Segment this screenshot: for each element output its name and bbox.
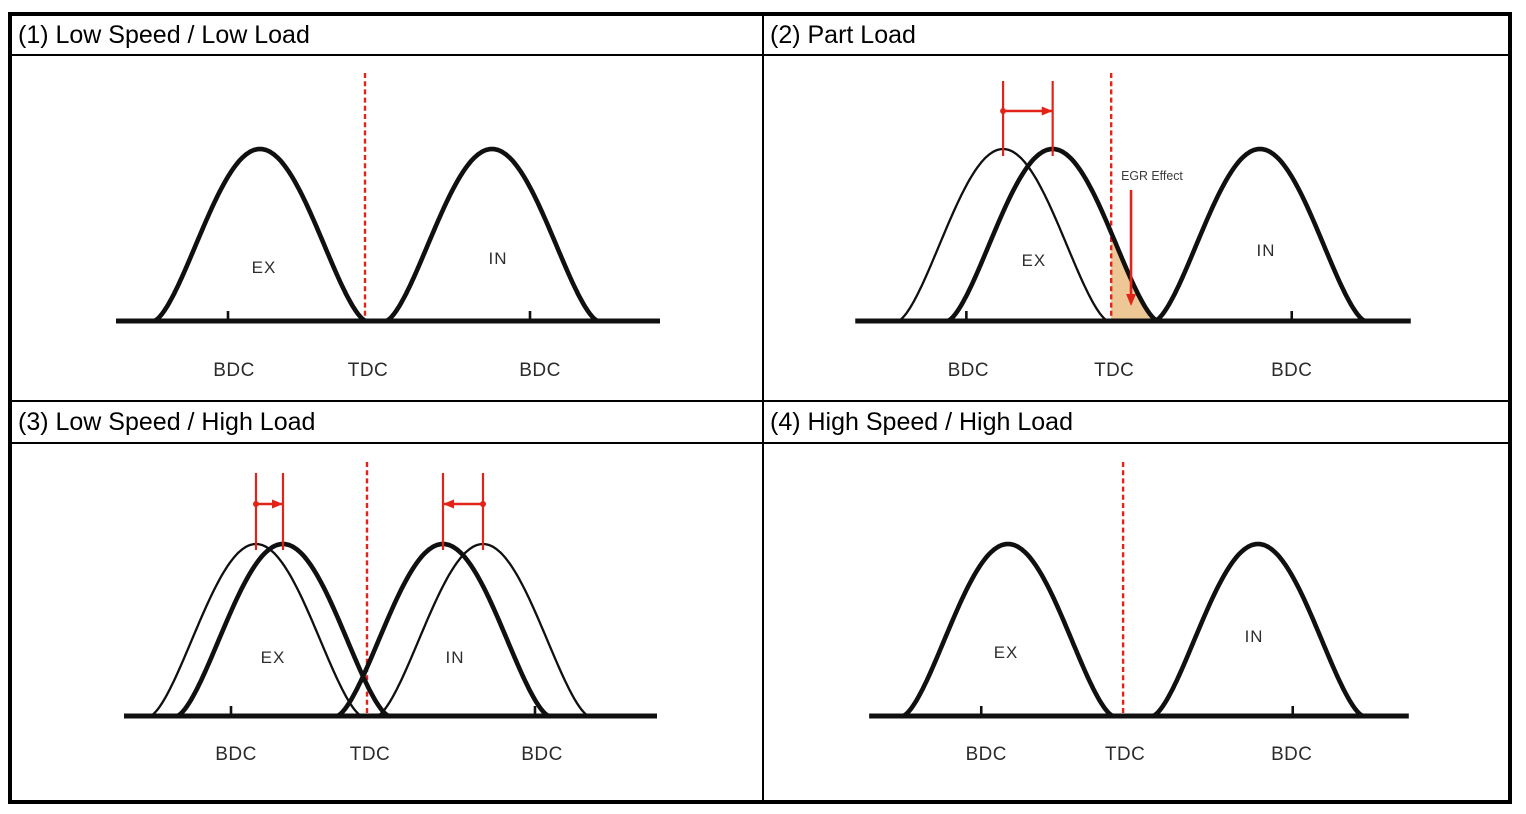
panel-4-diagram-area: EX IN BDC TDC BDC [764, 444, 1508, 798]
panel-3-diagram-area: EX IN BDC TDC BDC [12, 444, 762, 798]
axis-label-bdc: BDC [213, 360, 255, 381]
valve-timing-diagram-3: EX IN BDC TDC BDC [124, 462, 657, 765]
curve-label-in: IN [1257, 241, 1276, 260]
curve-label-in: IN [446, 648, 465, 667]
shift-arrow-tail-dot [253, 501, 259, 507]
curve-label-ex: EX [252, 258, 277, 277]
egr-effect-label: EGR Effect [1121, 169, 1183, 183]
axis-label-bdc: BDC [215, 744, 257, 765]
axis-label-tdc: TDC [1105, 744, 1145, 765]
in-curve-reference [376, 542, 590, 718]
in-curve [383, 146, 601, 324]
axis-label-bdc: BDC [948, 360, 989, 381]
axis-label-bdc: BDC [1271, 744, 1312, 765]
table-grid: (1) Low Speed / Low Load EX IN BDC TDC BDC (… [12, 16, 1508, 800]
curve-label-in: IN [1245, 627, 1264, 646]
panel-4-title: (4) High Speed / High Load [764, 402, 1508, 444]
ex-curve [151, 146, 369, 324]
axis-label-bdc: BDC [519, 360, 561, 381]
axis-label-tdc: TDC [348, 360, 389, 381]
ex-curve-reference [897, 147, 1109, 323]
shift-arrow-head-right [1041, 106, 1053, 116]
ex-curve-reference [149, 542, 363, 718]
shift-arrow-tail-dot [1000, 108, 1007, 114]
shift-arrow-head-right [272, 499, 283, 509]
curve-label-ex: EX [994, 643, 1018, 662]
axis-label-bdc: BDC [521, 744, 563, 765]
axis-label-tdc: TDC [1094, 360, 1134, 381]
valve-timing-diagram-4: EX IN BDC TDC BDC [869, 462, 1409, 765]
egr-arrow-head-down [1126, 294, 1136, 306]
valve-timing-diagram-1: EX IN BDC TDC BDC [116, 73, 660, 381]
panel-1-cell: (1) Low Speed / Low Load EX IN BDC TDC BDC [12, 16, 762, 400]
valve-timing-table: (1) Low Speed / Low Load EX IN BDC TDC BDC (… [8, 12, 1512, 804]
in-curve [1150, 541, 1366, 719]
curve-label-ex: EX [1022, 251, 1046, 270]
panel-2-diagram-area: EX IN BDC TDC BDC EGR Effect [764, 56, 1508, 398]
egr-shade-region [1111, 232, 1158, 323]
shift-arrow-head-left [443, 499, 454, 509]
panel-3-cell: (3) Low Speed / High Load EX IN BDC TDC BDC [12, 400, 762, 800]
panel-2-title: (2) Part Load [764, 16, 1508, 56]
panel-1-diagram-area: EX IN BDC TDC BDC [12, 56, 762, 398]
axis-label-bdc: BDC [1271, 360, 1312, 381]
shift-arrow-tail-dot [480, 501, 486, 507]
curve-label-in: IN [489, 249, 508, 268]
ex-curve [900, 541, 1116, 719]
axis-label-bdc: BDC [966, 744, 1007, 765]
panel-1-title: (1) Low Speed / Low Load [12, 16, 762, 56]
panel-2-cell: (2) Part Load EX IN BDC TDC BDC EGR Effect [762, 16, 1508, 400]
panel-3-title: (3) Low Speed / High Load [12, 402, 762, 444]
in-curve [1152, 146, 1368, 324]
axis-label-tdc: TDC [350, 744, 391, 765]
panel-4-cell: (4) High Speed / High Load EX IN BDC TDC BDC [762, 400, 1508, 800]
curve-label-ex: EX [261, 648, 286, 667]
valve-timing-diagram-2: EX IN BDC TDC BDC EGR Effect [855, 73, 1411, 381]
